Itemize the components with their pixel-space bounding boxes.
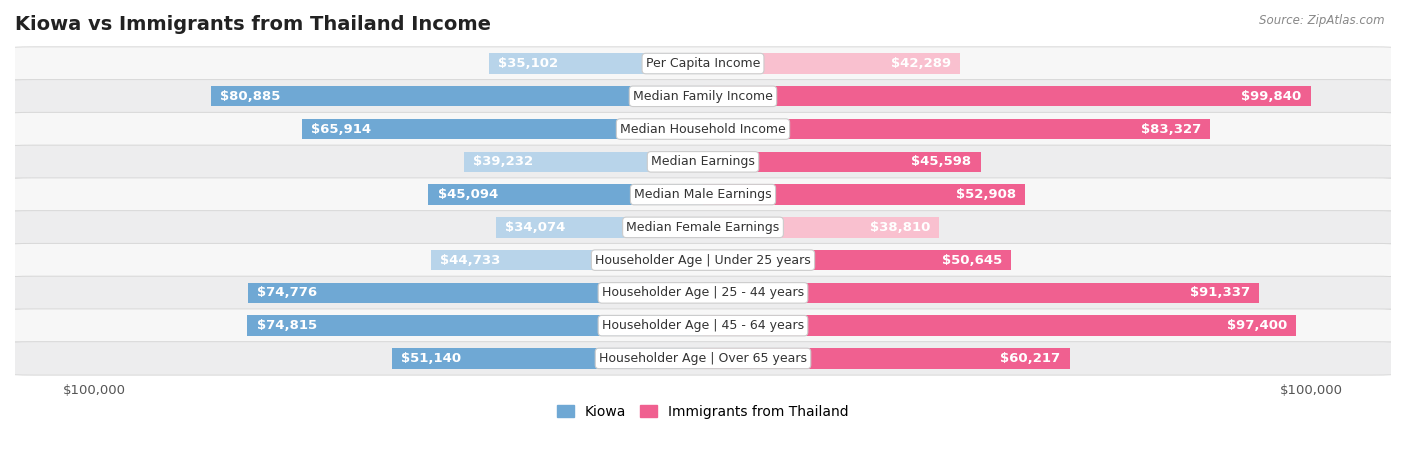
Bar [489,53,703,74]
Bar [703,86,1310,106]
Text: Householder Age | 45 - 64 years: Householder Age | 45 - 64 years [602,319,804,332]
Bar [247,283,703,303]
Text: Median Household Income: Median Household Income [620,122,786,135]
Text: Source: ZipAtlas.com: Source: ZipAtlas.com [1260,14,1385,27]
Text: $38,810: $38,810 [870,221,931,234]
Text: $39,232: $39,232 [474,156,533,168]
Text: $45,598: $45,598 [911,156,972,168]
FancyBboxPatch shape [8,342,1398,375]
Text: $80,885: $80,885 [219,90,280,103]
Text: Median Female Earnings: Median Female Earnings [627,221,779,234]
Text: Median Earnings: Median Earnings [651,156,755,168]
Text: $97,400: $97,400 [1226,319,1286,332]
Bar [302,119,703,139]
Bar [211,86,703,106]
FancyBboxPatch shape [8,145,1398,178]
Bar [495,217,703,238]
FancyBboxPatch shape [8,47,1398,80]
Text: Median Family Income: Median Family Income [633,90,773,103]
Bar [703,184,1025,205]
Text: $99,840: $99,840 [1241,90,1302,103]
Text: $74,776: $74,776 [257,286,316,299]
Bar [703,250,1011,270]
Bar [247,316,703,336]
FancyBboxPatch shape [8,79,1398,113]
Text: $91,337: $91,337 [1189,286,1250,299]
Text: $74,815: $74,815 [257,319,316,332]
Bar [703,348,1070,368]
FancyBboxPatch shape [8,211,1398,244]
Text: $44,733: $44,733 [440,254,501,267]
Text: $45,094: $45,094 [437,188,498,201]
Text: $83,327: $83,327 [1140,122,1201,135]
Text: Householder Age | Over 65 years: Householder Age | Over 65 years [599,352,807,365]
Text: $51,140: $51,140 [401,352,461,365]
Bar [703,53,960,74]
Text: Kiowa vs Immigrants from Thailand Income: Kiowa vs Immigrants from Thailand Income [15,15,491,34]
Bar [703,119,1211,139]
Text: $65,914: $65,914 [311,122,371,135]
Text: $42,289: $42,289 [891,57,952,70]
FancyBboxPatch shape [8,309,1398,342]
Bar [703,316,1296,336]
Text: $60,217: $60,217 [1001,352,1060,365]
Bar [703,217,939,238]
Text: Per Capita Income: Per Capita Income [645,57,761,70]
Bar [703,152,980,172]
Bar [430,250,703,270]
Text: $34,074: $34,074 [505,221,565,234]
Text: Householder Age | Under 25 years: Householder Age | Under 25 years [595,254,811,267]
Text: Median Male Earnings: Median Male Earnings [634,188,772,201]
FancyBboxPatch shape [8,113,1398,146]
Text: $35,102: $35,102 [498,57,558,70]
Legend: Kiowa, Immigrants from Thailand: Kiowa, Immigrants from Thailand [551,399,855,425]
FancyBboxPatch shape [8,178,1398,211]
Bar [464,152,703,172]
FancyBboxPatch shape [8,243,1398,277]
Text: Householder Age | 25 - 44 years: Householder Age | 25 - 44 years [602,286,804,299]
Text: $50,645: $50,645 [942,254,1002,267]
Bar [392,348,703,368]
FancyBboxPatch shape [8,276,1398,310]
Bar [703,283,1260,303]
Bar [429,184,703,205]
Text: $52,908: $52,908 [956,188,1017,201]
